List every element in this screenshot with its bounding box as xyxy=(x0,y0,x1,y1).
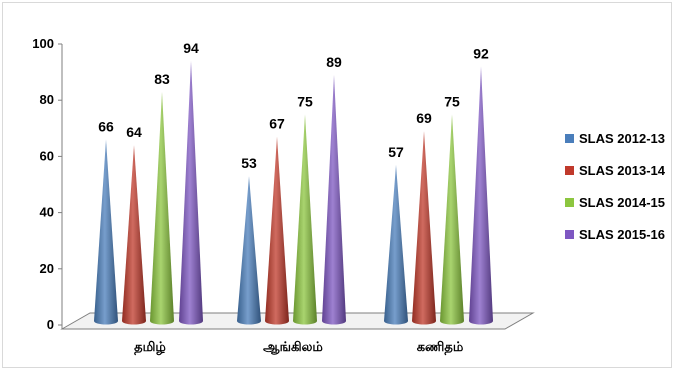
category-label: கணிதம் xyxy=(417,339,464,355)
legend-swatch xyxy=(565,230,574,239)
legend-label: SLAS 2015-16 xyxy=(579,227,665,242)
legend-swatch xyxy=(565,166,574,175)
data-label: 67 xyxy=(269,116,285,132)
legend-label: SLAS 2013-14 xyxy=(579,163,666,178)
y-tick-label: 60 xyxy=(40,148,54,163)
legend: SLAS 2012-13 SLAS 2013-14 SLAS 2014-15 SLAS… xyxy=(565,131,666,242)
bar-cone xyxy=(322,74,346,325)
bar-cone xyxy=(440,114,464,325)
data-label: 83 xyxy=(154,71,170,87)
y-axis: 0 20 40 60 80 100 xyxy=(32,36,63,332)
y-tick-label: 0 xyxy=(47,317,54,332)
data-label: 75 xyxy=(444,93,460,109)
bar-cone xyxy=(237,176,261,325)
y-tick-label: 100 xyxy=(32,36,54,51)
data-label: 89 xyxy=(326,54,342,70)
bar-cone xyxy=(179,60,203,325)
data-label: 53 xyxy=(241,155,257,171)
y-tick-label: 80 xyxy=(40,92,54,107)
bar-cone xyxy=(469,66,493,325)
data-label: 92 xyxy=(473,45,489,61)
data-label: 64 xyxy=(126,124,142,140)
legend-swatch xyxy=(565,134,574,143)
data-label: 66 xyxy=(98,119,114,135)
bar-cone xyxy=(384,164,408,325)
y-tick-label: 20 xyxy=(40,261,54,276)
bar-cone xyxy=(293,114,317,325)
x-axis-labels: தமிழ் ஆங்கிலம் கணிதம் xyxy=(134,339,464,355)
bar-cone xyxy=(412,131,436,325)
data-label: 57 xyxy=(388,144,404,160)
data-labels: 66 64 83 94 53 67 75 89 57 69 75 92 xyxy=(98,40,489,171)
bars xyxy=(94,60,493,325)
data-label: 94 xyxy=(183,40,199,56)
bar-cone xyxy=(150,91,174,325)
y-tick-label: 40 xyxy=(40,205,54,220)
legend-label: SLAS 2012-13 xyxy=(579,131,665,146)
category-label: தமிழ் xyxy=(134,339,166,355)
bar-cone xyxy=(122,145,146,325)
bar-cone xyxy=(265,136,289,325)
data-label: 75 xyxy=(297,93,313,109)
category-label: ஆங்கிலம் xyxy=(263,339,323,355)
legend-label: SLAS 2014-15 xyxy=(579,195,665,210)
legend-swatch xyxy=(565,198,574,207)
bar-cone xyxy=(94,139,118,325)
data-label: 69 xyxy=(416,110,432,126)
